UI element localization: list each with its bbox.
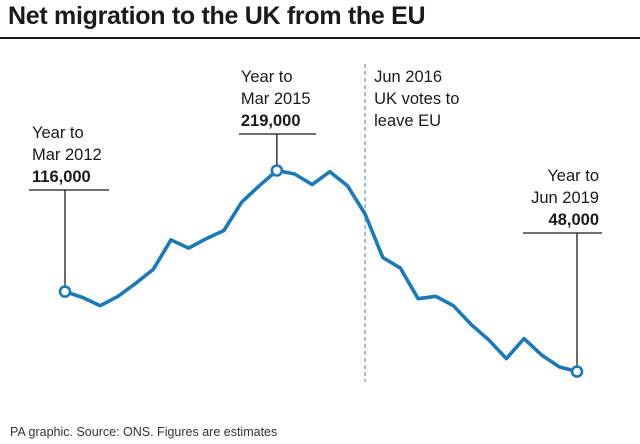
annotation-value: 219,000: [241, 112, 301, 130]
event-label: UK votes to: [374, 90, 459, 108]
annotation-label: Mar 2015: [241, 90, 311, 108]
series-line: [63, 168, 579, 374]
annotation-value: 48,000: [549, 211, 599, 229]
data-point-marker: [570, 365, 584, 378]
event-label: Jun 2016: [374, 68, 442, 86]
annotation-label: Jun 2019: [531, 189, 599, 207]
event-label: leave EU: [374, 112, 441, 130]
data-point-marker: [58, 285, 72, 298]
annotation-label: Year to: [32, 124, 84, 142]
annotation-label: Mar 2012: [32, 146, 102, 164]
annotation-label: Year to: [547, 167, 599, 185]
data-point-marker: [270, 164, 284, 177]
annotation-value: 116,000: [32, 168, 91, 186]
source-footer: PA graphic. Source: ONS. Figures are est…: [10, 425, 278, 439]
title-rule: [0, 37, 640, 39]
chart-title: Net migration to the UK from the EU: [8, 2, 426, 30]
annotation-label: Year to: [241, 68, 293, 86]
